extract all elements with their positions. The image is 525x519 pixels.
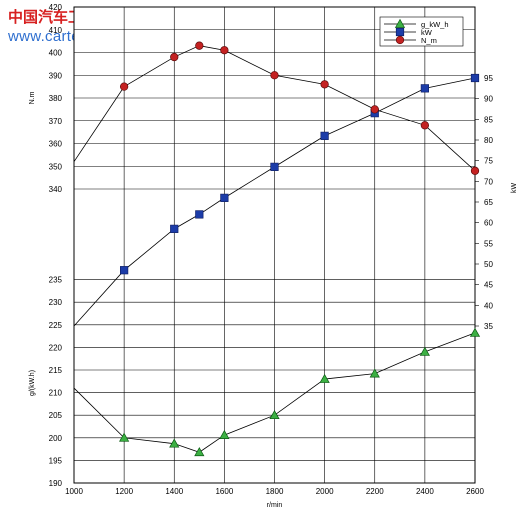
bsfc-tick-label: 220 bbox=[49, 343, 63, 352]
data-point-N_m bbox=[220, 46, 229, 55]
x-tick-label: 2000 bbox=[316, 487, 334, 496]
data-point-N_m bbox=[470, 166, 480, 175]
bsfc-tick-label: 210 bbox=[49, 389, 63, 398]
torque-tick-label: 400 bbox=[49, 49, 63, 58]
data-point-g_kW_h bbox=[219, 429, 230, 439]
power-tick-label: 75 bbox=[484, 157, 493, 166]
data-point-g_kW_h bbox=[119, 432, 130, 442]
data-point-N_m bbox=[170, 52, 179, 62]
bsfc-tick-label: 225 bbox=[49, 321, 63, 330]
torque-tick-label: 370 bbox=[49, 117, 63, 126]
legend-label: kW bbox=[421, 28, 433, 37]
power-tick-label: 65 bbox=[484, 198, 493, 207]
bsfc-tick-label: 215 bbox=[49, 366, 63, 375]
data-point-kW bbox=[220, 193, 229, 202]
bsfc-tick-label: 195 bbox=[49, 456, 63, 465]
bsfc-tick-label: 235 bbox=[49, 276, 63, 285]
data-point-kW bbox=[170, 224, 179, 233]
x-tick-label: 1600 bbox=[215, 487, 233, 496]
torque-tick-label: 360 bbox=[49, 140, 63, 149]
x-tick-label: 1800 bbox=[266, 487, 284, 496]
power-tick-label: 85 bbox=[484, 115, 493, 124]
data-point-N_m bbox=[270, 71, 279, 80]
data-point-g_kW_h bbox=[469, 327, 481, 337]
data-point-N_m bbox=[420, 121, 430, 130]
bsfc-tick-label: 190 bbox=[49, 479, 63, 488]
bsfc-tick-label: 205 bbox=[49, 411, 63, 420]
power-tick-label: 35 bbox=[484, 322, 493, 331]
data-point-N_m bbox=[119, 82, 129, 91]
data-point-N_m bbox=[320, 80, 329, 89]
torque-tick-label: 380 bbox=[49, 94, 63, 103]
x-tick-label: 2400 bbox=[416, 487, 434, 496]
bsfc-tick-label: 200 bbox=[49, 434, 63, 443]
series-line-kW bbox=[73, 77, 476, 327]
legend-label: g_kW_h bbox=[421, 20, 449, 29]
data-point-kW bbox=[420, 84, 429, 93]
bsfc-axis-label: g/(kW.h) bbox=[29, 370, 36, 396]
data-point-N_m bbox=[195, 41, 204, 50]
power-tick-label: 60 bbox=[484, 219, 493, 228]
x-tick-label: 1000 bbox=[65, 487, 83, 496]
power-tick-label: 90 bbox=[484, 95, 493, 104]
series-line-g_kW_h bbox=[73, 332, 476, 453]
data-point-kW bbox=[195, 210, 204, 219]
power-tick-label: 40 bbox=[484, 301, 493, 310]
data-point-g_kW_h bbox=[169, 438, 180, 448]
torque-tick-label: 420 bbox=[49, 3, 63, 12]
power-tick-label: 55 bbox=[484, 239, 493, 248]
power-tick-label: 70 bbox=[484, 177, 493, 186]
x-tick-label: 2600 bbox=[466, 487, 484, 496]
data-point-kW bbox=[320, 131, 329, 140]
legend-marker bbox=[394, 18, 406, 28]
legend-marker bbox=[395, 35, 405, 45]
power-tick-label: 80 bbox=[484, 136, 493, 145]
torque-tick-label: 410 bbox=[49, 26, 63, 35]
x-tick-label: 1200 bbox=[115, 487, 133, 496]
data-point-kW bbox=[470, 73, 480, 83]
data-point-g_kW_h bbox=[369, 368, 380, 378]
data-point-g_kW_h bbox=[194, 447, 205, 457]
x-tick-label: 1400 bbox=[165, 487, 183, 496]
torque-axis-label: N.m bbox=[29, 91, 36, 104]
legend-marker bbox=[395, 27, 405, 37]
data-point-g_kW_h bbox=[319, 373, 330, 383]
x-tick-label: 2200 bbox=[366, 487, 384, 496]
power-tick-label: 45 bbox=[484, 281, 493, 290]
data-point-kW bbox=[120, 266, 129, 275]
x-axis-label: r/min bbox=[267, 502, 283, 509]
series-line-N_m bbox=[73, 45, 476, 172]
data-point-g_kW_h bbox=[419, 346, 430, 356]
data-point-g_kW_h bbox=[269, 409, 280, 420]
power-axis-label: kW bbox=[511, 183, 518, 194]
bsfc-tick-label: 230 bbox=[49, 298, 63, 307]
legend-label: N_m bbox=[421, 36, 437, 45]
torque-tick-label: 390 bbox=[49, 71, 63, 80]
torque-tick-label: 350 bbox=[49, 162, 63, 171]
power-tick-label: 50 bbox=[484, 260, 493, 269]
data-point-kW bbox=[270, 162, 279, 171]
power-tick-label: 95 bbox=[484, 74, 493, 83]
legend-box bbox=[379, 16, 464, 47]
data-point-N_m bbox=[370, 105, 379, 114]
torque-tick-label: 340 bbox=[49, 185, 63, 194]
